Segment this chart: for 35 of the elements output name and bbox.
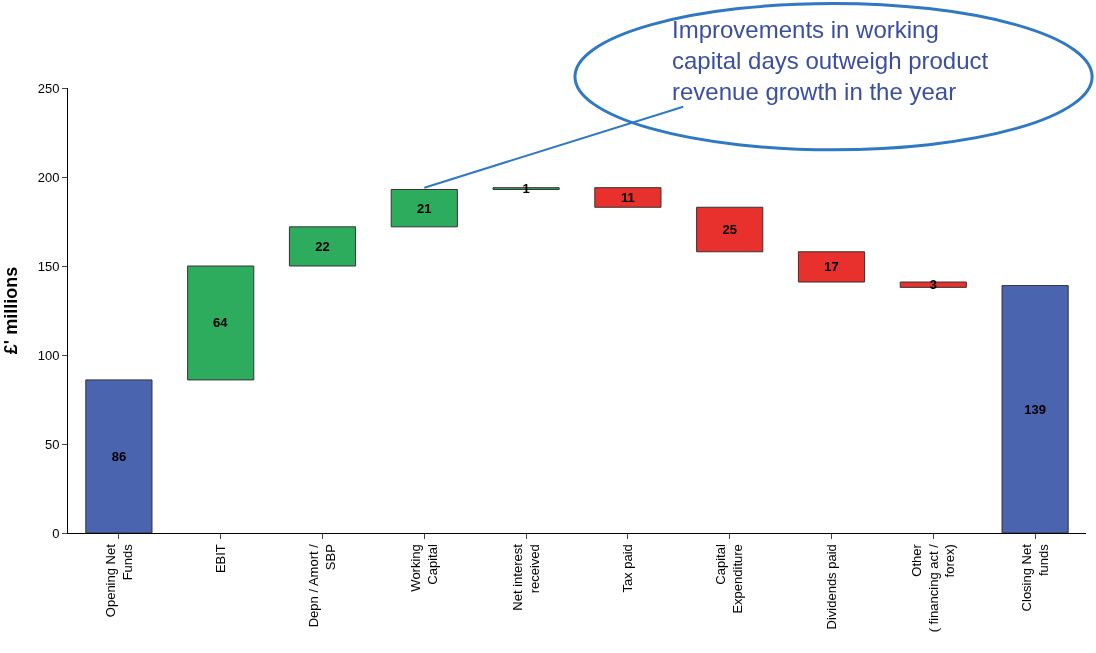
y-tick-label: 0 [52,525,60,541]
data-label: 22 [315,238,330,254]
bar [797,251,866,283]
x-tick-label: Capital Expenditure [713,544,746,614]
y-tick-label: 100 [37,347,60,363]
y-axis-title: £' millions [0,266,21,355]
bar [85,379,153,533]
x-tick-label: Other ( financing act / forex) [908,543,958,633]
data-label: 139 [1024,401,1046,417]
bar [696,206,764,253]
bar [187,265,255,381]
x-tick-label: Closing Net funds [1018,543,1051,612]
data-label: 21 [417,200,432,216]
x-tick-label: Working Capital [408,544,440,592]
bar [1001,285,1069,533]
y-tick-label: 200 [37,169,60,185]
annotation: Improvements in working capital days outweigh product revenue growth in the year [672,16,989,106]
data-label: 11 [621,189,635,205]
data-label: 25 [722,222,737,238]
x-tick-label: EBIT [212,544,228,574]
y-tick-label: 250 [37,80,60,96]
bar [288,226,357,267]
data-label: 17 [824,259,839,275]
x-tick-label: Net interest received [509,543,542,611]
y-tick-label: 150 [37,258,60,274]
bar [594,187,662,208]
data-label: 86 [111,448,127,464]
data-label: 64 [213,315,229,331]
x-tick-label: Dividends paid [823,544,839,630]
y-tick-label: 50 [44,436,60,452]
x-tick-label: Opening Net Funds [102,543,135,618]
x-tick-label: Depn / Amort / SBP [306,543,339,628]
x-tick-label: Tax paid [620,544,636,593]
bar [390,188,458,228]
bar [899,281,967,288]
